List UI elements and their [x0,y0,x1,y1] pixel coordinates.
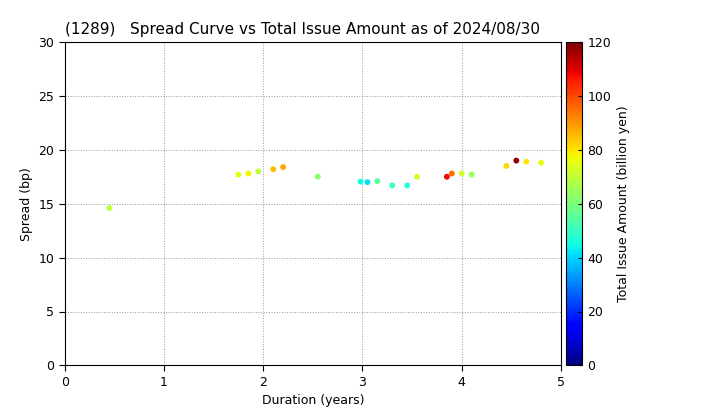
Point [466,171,477,178]
Point [456,170,467,177]
Point [372,178,383,184]
Point [253,168,264,175]
Point [267,166,279,173]
X-axis label: Duration (years): Duration (years) [261,394,364,407]
Point [411,173,423,180]
Point [104,205,115,211]
Point [277,164,289,171]
Point [536,159,547,166]
Text: (1289)   Spread Curve vs Total Issue Amount as of 2024/08/30: (1289) Spread Curve vs Total Issue Amoun… [65,22,540,37]
Point [510,157,522,164]
Point [355,178,366,185]
Point [500,163,512,169]
Point [521,158,532,165]
Point [243,170,254,177]
Point [387,182,398,189]
Point [233,171,244,178]
Y-axis label: Total Issue Amount (billion yen): Total Issue Amount (billion yen) [617,105,630,302]
Point [441,173,453,180]
Point [446,170,458,177]
Point [361,179,373,186]
Point [312,173,323,180]
Point [401,182,413,189]
Y-axis label: Spread (bp): Spread (bp) [20,167,33,241]
